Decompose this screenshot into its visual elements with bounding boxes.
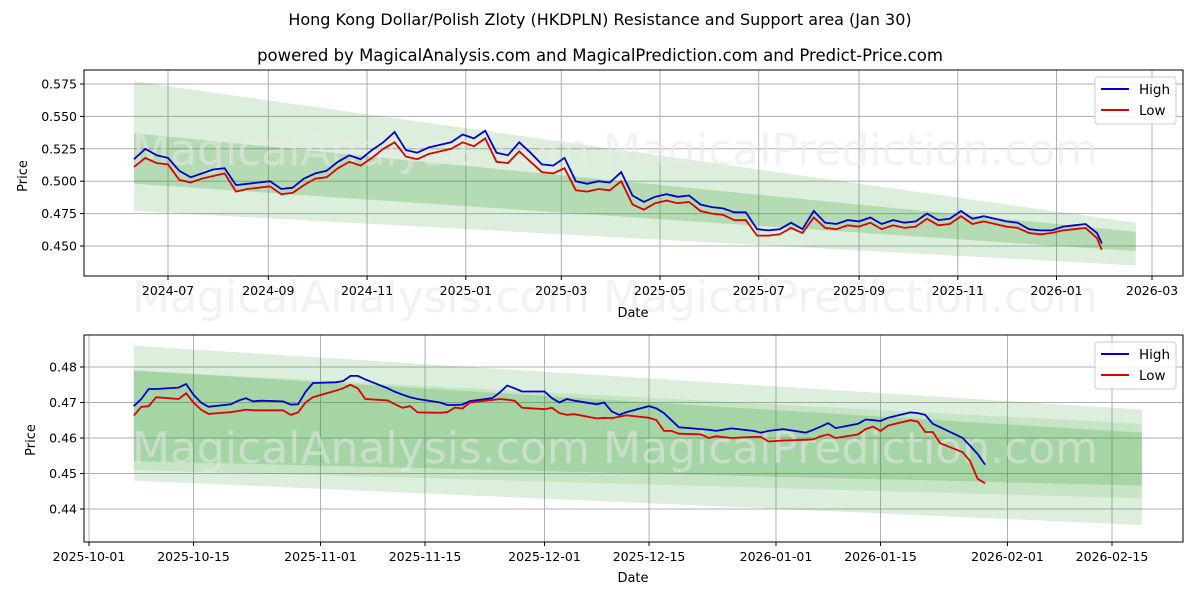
chart-subtitle: powered by MagicalAnalysis.com and Magic… [257,46,943,65]
bottom-legend: High Low [1094,341,1177,390]
x-tick-label: 2026-02-15 [1076,549,1149,564]
legend-low-label: Low [1139,103,1166,119]
watermark-bottom-right: MagicalPrediction.com [603,423,1098,474]
x-tick-label: 2025-03 [535,283,587,298]
watermark-left: MagicalAnalysis.com [132,125,590,176]
watermark-bottom-left: MagicalAnalysis.com [132,423,590,474]
y-tick-label: 0.45 [49,466,77,481]
legend-high-label: High [1139,82,1170,98]
top-y-axis-label: Price [16,160,31,192]
legend-high-label: High [1139,347,1170,363]
y-tick-label: 0.525 [41,141,77,156]
x-tick-label: 2025-12-15 [613,549,686,564]
top-legend: High Low [1094,76,1177,125]
x-tick-label: 2025-05 [634,283,686,298]
watermark-right-2: MagicalPrediction.com [603,272,1098,323]
x-tick-label: 2025-11 [932,283,984,298]
top-high-line [133,129,1103,244]
y-tick-label: 0.500 [41,174,77,189]
y-tick-label: 0.48 [49,360,77,375]
x-tick-label: 2025-07 [733,283,785,298]
x-tick-label: 2024-09 [242,283,294,298]
bottom-chart: MagicalAnalysis.com MagicalPrediction.co… [24,334,1184,586]
y-tick-label: 0.450 [41,239,77,254]
x-tick-label: 2025-12-01 [508,549,581,564]
bottom-ticks: 2025-10-01 2025-10-15 2025-11-01 2025-11-15… [49,360,1148,565]
watermark-right: MagicalPrediction.com [603,125,1098,176]
x-tick-label: 2024-07 [142,283,194,298]
bottom-low-line [133,383,986,485]
y-tick-label: 0.550 [41,109,77,124]
chart-title: Hong Kong Dollar/Polish Zloty (HKDPLN) R… [288,10,912,29]
top-ticks: 2024-07 2024-09 2024-11 2025-01 2025-03 2025-… [41,77,1178,299]
x-tick-label: 2025-09 [833,283,885,298]
top-low-line [133,137,1103,251]
x-tick-label: 2025-11-15 [389,549,462,564]
x-tick-label: 2026-03 [1126,283,1178,298]
x-tick-label: 2025-11-01 [284,549,357,564]
bottom-grid [84,335,1183,542]
y-tick-label: 0.46 [49,431,77,446]
bottom-high-line [133,375,986,466]
x-tick-label: 2026-02-01 [971,549,1044,564]
legend-low-label: Low [1139,368,1166,384]
watermark-left-2: MagicalAnalysis.com [132,272,590,323]
x-tick-label: 2026-01-01 [740,549,813,564]
y-tick-label: 0.47 [49,395,77,410]
top-bands [134,81,1136,266]
bottom-bands [133,345,1142,525]
x-tick-label: 2025-10-01 [53,549,126,564]
y-tick-label: 0.44 [49,502,77,517]
y-tick-label: 0.475 [41,206,77,221]
bottom-y-axis-label: Price [24,424,39,456]
x-tick-label: 2026-01 [1030,283,1082,298]
top-chart: MagicalAnalysis.com MagicalPrediction.co… [16,69,1184,323]
top-x-axis-label: Date [617,306,648,321]
bottom-x-axis-label: Date [617,571,648,586]
x-tick-label: 2026-01-15 [844,549,917,564]
x-tick-label: 2025-10-15 [157,549,230,564]
x-tick-label: 2025-01 [440,283,492,298]
x-tick-label: 2024-11 [341,283,393,298]
y-tick-label: 0.575 [41,77,77,92]
top-axes-frame [83,69,1184,277]
